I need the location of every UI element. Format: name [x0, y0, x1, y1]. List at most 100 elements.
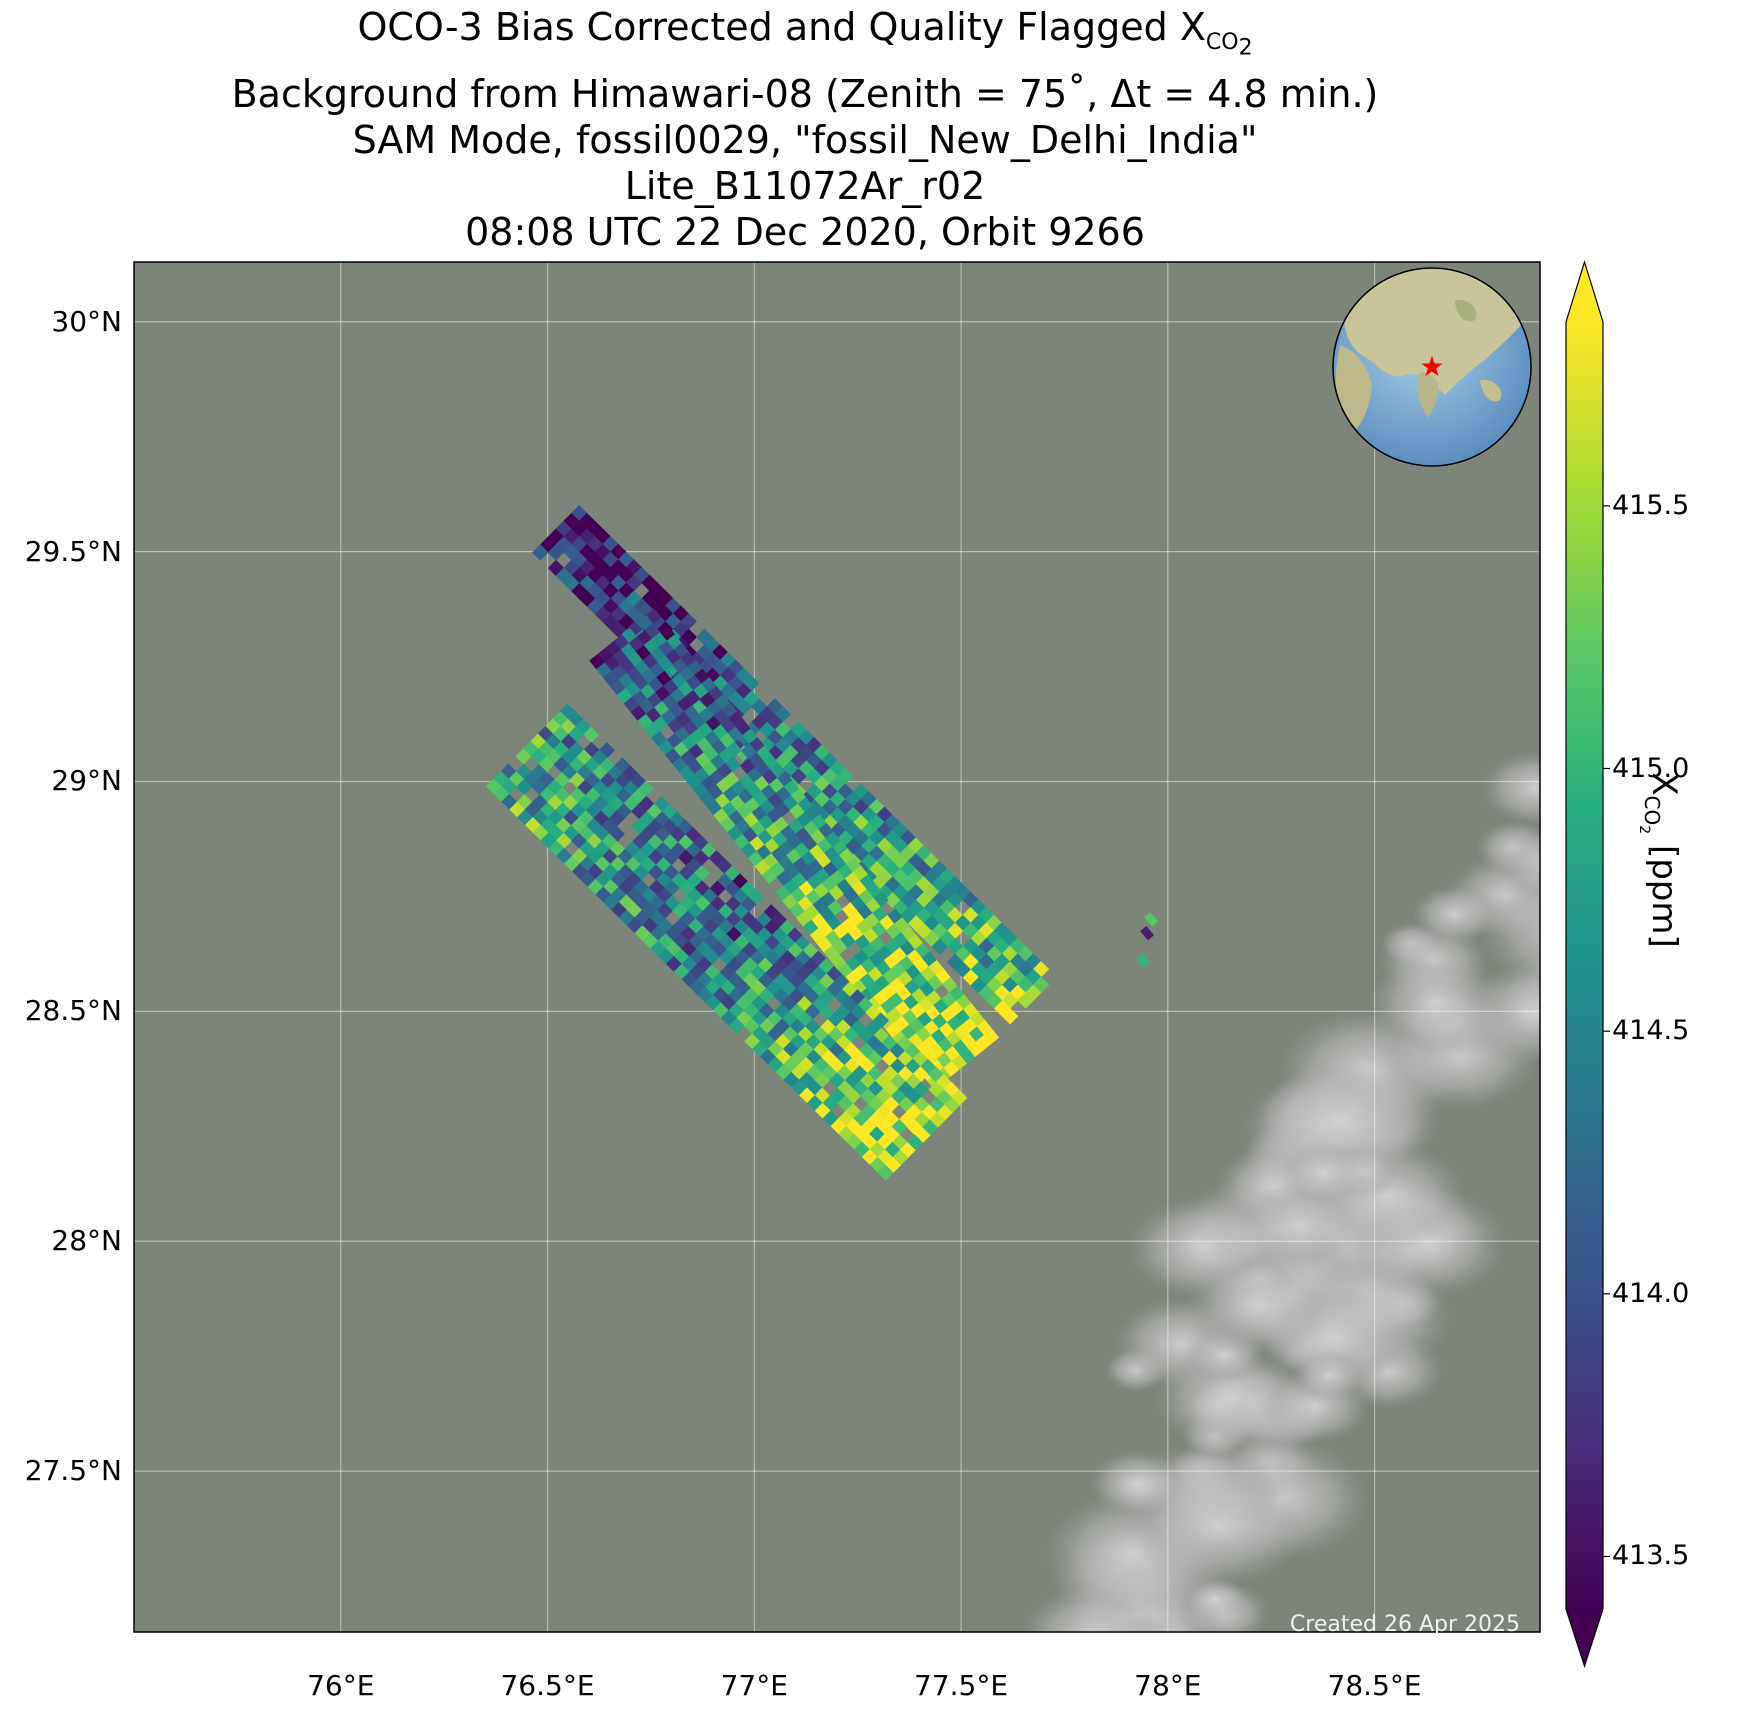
sounding-cell: [884, 1157, 901, 1174]
sounding-cell: [547, 544, 565, 561]
cloud-layer: [1020, 750, 1540, 1632]
sounding-cell: [645, 608, 662, 625]
sounding-cell: [532, 544, 549, 561]
site-star-icon: [1421, 356, 1443, 376]
cloud: [1481, 750, 1540, 826]
cloud: [1292, 1350, 1366, 1401]
sounding-cell: [684, 690, 701, 706]
sounding-cell: [962, 891, 979, 908]
sounding-cell: [873, 1012, 890, 1029]
lon-tick-label: 76°E: [307, 1669, 375, 1702]
sounding-cell: [608, 825, 625, 842]
sounding-cell: [883, 1096, 900, 1113]
cloud: [1154, 1346, 1304, 1451]
lat-tick-label: 29°N: [51, 764, 122, 798]
title-line-2: Background from Himawari-08 (Zenith = 75…: [231, 71, 1379, 116]
globe-outline: [1332, 267, 1532, 467]
sounding-cell: [602, 613, 620, 631]
sounding-cell: [804, 1003, 821, 1020]
sounding-cell: [951, 1089, 968, 1106]
sounding-cell: [843, 1027, 860, 1044]
sounding-cell: [921, 1119, 938, 1136]
sounding-cell: [724, 756, 741, 773]
sounding-cell: [709, 880, 726, 897]
xco2-soundings: [485, 505, 1159, 1181]
lat-tick-label: 28.5°N: [24, 994, 122, 1028]
sounding-cell: [567, 726, 585, 743]
sounding-cell: [891, 1119, 908, 1136]
lat-tick-label: 30°N: [51, 304, 122, 338]
swath: [485, 703, 968, 1181]
sounding-cell: [555, 567, 573, 584]
sounding-cell: [944, 1097, 961, 1114]
sounding-cell: [870, 921, 887, 938]
cloud: [1499, 829, 1540, 899]
sounding-cell: [951, 1054, 967, 1071]
cloud: [1183, 1577, 1248, 1622]
colorbar-tick-label: 415.0: [1612, 752, 1690, 784]
sounding-cell: [866, 1050, 883, 1067]
isolated-sounding: [1140, 926, 1155, 941]
title-line-4: Lite_B11072Ar_r02: [624, 163, 986, 208]
cloud: [1478, 872, 1540, 989]
sounding-cell: [927, 975, 943, 991]
sounding-cell: [962, 922, 979, 940]
sounding-cell: [547, 559, 565, 577]
lon-tick-label: 78.5°E: [1327, 1669, 1422, 1702]
colorbar-tick-label: 414.5: [1612, 1015, 1690, 1047]
sounding-cell: [555, 832, 572, 849]
sounding-cell: [813, 1072, 831, 1089]
sounding-cell: [515, 748, 532, 765]
sounding-cell: [936, 1104, 953, 1121]
colorbar-extend-min: [1566, 1609, 1603, 1666]
sounding-cell: [907, 915, 925, 932]
colorbar-tick-label: 413.5: [1612, 1540, 1690, 1572]
sounding-cell: [751, 698, 768, 715]
sounding-cell: [962, 969, 980, 986]
sounding-cell: [598, 742, 615, 759]
lon-tick-label: 78°E: [1134, 1669, 1202, 1702]
title-line-1: OCO-3 Bias Corrected and Quality Flagged…: [357, 5, 1253, 60]
sounding-cell: [943, 1060, 959, 1077]
sounding-cell: [831, 938, 848, 955]
sounding-cell: [929, 1112, 946, 1129]
lon-tick-label: 76.5°E: [500, 1669, 595, 1702]
sounding-cell: [849, 1004, 867, 1021]
sounding-cell: [693, 865, 710, 882]
sounding-cell: [912, 1066, 929, 1083]
cloud: [1280, 1142, 1369, 1204]
figure-title: OCO-3 Bias Corrected and Quality Flagged…: [0, 4, 1610, 255]
colorbar-ticks: [1603, 505, 1610, 1558]
lat-tick-label: 29.5°N: [24, 534, 122, 568]
sounding-cell: [579, 590, 596, 608]
sounding-cell: [571, 582, 588, 600]
sounding-cell: [727, 726, 743, 743]
sounding-cell: [824, 831, 841, 848]
isolated-sounding: [1136, 953, 1150, 968]
sounding-cell: [516, 778, 533, 795]
created-date: Created 26 Apr 2025: [1289, 1612, 1520, 1637]
sounding-cell: [563, 575, 580, 592]
sounding-cell: [805, 768, 823, 785]
sounding-cell: [638, 780, 655, 797]
sounding-cell: [586, 598, 604, 615]
sounding-cell: [822, 1095, 839, 1112]
sounding-cell: [501, 778, 518, 795]
sounding-cell: [656, 902, 673, 919]
sounding-cell: [884, 892, 901, 909]
lon-tick-label: 77°E: [720, 1669, 788, 1702]
colorbar-outline: [1565, 259, 1604, 1668]
colorbar-body: [1566, 322, 1603, 1609]
title-line-3: SAM Mode, fossil0029, "fossil_New_Delhi_…: [352, 117, 1258, 162]
sounding-cell: [994, 1000, 1011, 1017]
sounding-cell: [844, 1087, 861, 1105]
sounding-cell: [696, 628, 713, 646]
sounding-cell: [703, 949, 720, 966]
sounding-cell: [563, 544, 580, 561]
globe-inset: [1332, 267, 1532, 467]
lat-tick-label: 28°N: [51, 1224, 122, 1258]
sounding-cell: [931, 938, 948, 955]
sounding-cell: [583, 726, 600, 743]
colorbar-tick-label: 415.5: [1612, 489, 1690, 521]
